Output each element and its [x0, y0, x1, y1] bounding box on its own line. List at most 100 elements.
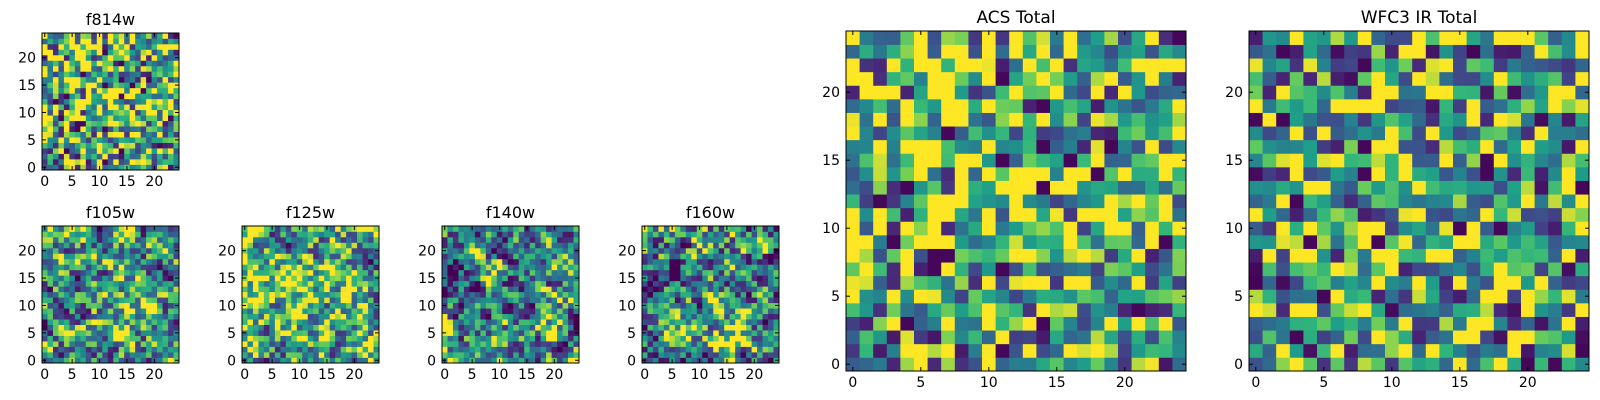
- heatmap-cell: [118, 258, 125, 265]
- heatmap-cell: [124, 291, 131, 298]
- heatmap-cell: [568, 319, 574, 325]
- heatmap-cell: [107, 153, 114, 160]
- heatmap-cell: [274, 280, 281, 287]
- heatmap-cell: [329, 352, 336, 358]
- heatmap-cell: [658, 341, 665, 347]
- heatmap-cell: [658, 335, 665, 342]
- heatmap-cell: [1317, 275, 1331, 290]
- heatmap-cell: [140, 115, 147, 122]
- heatmap-cell: [263, 313, 270, 320]
- heatmap-cell: [642, 269, 648, 276]
- heatmap-cell: [42, 104, 48, 111]
- heatmap-cell: [968, 275, 983, 290]
- heatmap-cell: [680, 253, 687, 260]
- heatmap-cell: [1385, 44, 1399, 59]
- heatmap-cell: [746, 330, 752, 336]
- heatmap-cell: [1575, 303, 1590, 317]
- heatmap-cell: [307, 247, 314, 254]
- heatmap-cell: [751, 236, 758, 243]
- heatmap-cell: [362, 357, 369, 364]
- heatmap-cell: [1050, 31, 1064, 45]
- heatmap-cell: [242, 335, 248, 342]
- heatmap-cell: [1412, 167, 1427, 181]
- heatmap-cell: [351, 275, 358, 282]
- heatmap-cell: [285, 269, 292, 276]
- heatmap-cell: [642, 319, 648, 325]
- heatmap-cell: [368, 319, 374, 325]
- heatmap-cell: [995, 221, 1010, 236]
- heatmap-cell: [357, 335, 363, 342]
- heatmap-cell: [357, 247, 363, 254]
- heatmap-cell: [1118, 221, 1132, 236]
- heatmap-cell: [357, 242, 363, 249]
- heatmap-cell: [162, 109, 169, 116]
- heatmap-cell: [941, 275, 956, 290]
- heatmap-cell: [702, 308, 709, 315]
- heatmap-cell: [507, 357, 514, 364]
- heatmap-cell: [652, 330, 659, 336]
- heatmap-cell: [146, 313, 152, 320]
- heatmap-cell: [252, 341, 259, 347]
- heatmap-cell: [252, 324, 259, 331]
- heatmap-cell: [1063, 275, 1078, 290]
- heatmap-cell: [573, 313, 580, 320]
- heatmap-cell: [162, 120, 169, 127]
- heatmap-cell: [1050, 180, 1064, 195]
- heatmap-cell: [1521, 330, 1535, 345]
- heatmap-cell: [663, 302, 670, 309]
- heatmap-cell: [258, 247, 265, 254]
- heatmap-cell: [269, 253, 276, 260]
- heatmap-cell: [1561, 31, 1576, 45]
- heatmap-cell: [442, 286, 448, 293]
- heatmap-cell: [927, 235, 942, 249]
- heatmap-cell: [157, 76, 163, 83]
- heatmap-cell: [1521, 289, 1535, 304]
- heatmap-cell: [173, 269, 180, 276]
- heatmap-cell: [313, 247, 320, 254]
- heatmap-cell: [669, 335, 676, 342]
- heatmap-cell: [162, 346, 169, 353]
- heatmap-cell: [691, 253, 698, 260]
- heatmap-cell: [642, 242, 648, 249]
- heatmap-cell: [263, 341, 270, 347]
- heatmap-cell: [63, 120, 70, 127]
- heatmap-cell: [1548, 330, 1563, 345]
- heatmap-cell: [307, 313, 314, 320]
- heatmap-cell: [1036, 194, 1051, 209]
- heatmap-cell: [80, 302, 87, 309]
- heatmap-cell: [157, 126, 163, 132]
- heatmap-cell: [146, 76, 152, 83]
- heatmap-cell: [859, 221, 874, 236]
- heatmap-cell: [291, 242, 298, 249]
- heatmap-cell: [173, 242, 180, 249]
- heatmap-cell: [1050, 194, 1064, 209]
- heatmap-cell: [524, 308, 531, 315]
- heatmap-cell: [135, 142, 141, 149]
- heatmap-cell: [886, 207, 901, 222]
- heatmap-cell: [927, 248, 942, 263]
- heatmap-cell: [107, 280, 114, 287]
- heatmap-cell: [168, 313, 174, 320]
- heatmap-cell: [696, 253, 703, 260]
- heatmap-cell: [335, 247, 341, 254]
- heatmap-cell: [1330, 99, 1345, 113]
- heatmap-cell: [1521, 153, 1535, 168]
- heatmap-cell: [307, 352, 314, 358]
- heatmap-cell: [1009, 153, 1024, 168]
- heatmap-cell: [663, 269, 670, 276]
- heatmap-cell: [696, 264, 703, 271]
- heatmap-cell: [954, 31, 969, 45]
- heatmap-cell: [1453, 85, 1467, 100]
- heatmap-cell: [1425, 167, 1440, 181]
- heatmap-cell: [740, 231, 747, 238]
- heatmap-cell: [307, 341, 314, 347]
- heatmap-cell: [707, 258, 714, 265]
- heatmap-cell: [1398, 139, 1413, 154]
- heatmap-cell: [469, 291, 476, 298]
- heatmap-cell: [357, 330, 363, 336]
- heatmap-cell: [80, 247, 87, 254]
- heatmap-cell: [362, 291, 369, 298]
- heatmap-cell: [1425, 153, 1440, 168]
- heatmap-cell: [452, 324, 459, 331]
- heatmap-cell: [291, 330, 298, 336]
